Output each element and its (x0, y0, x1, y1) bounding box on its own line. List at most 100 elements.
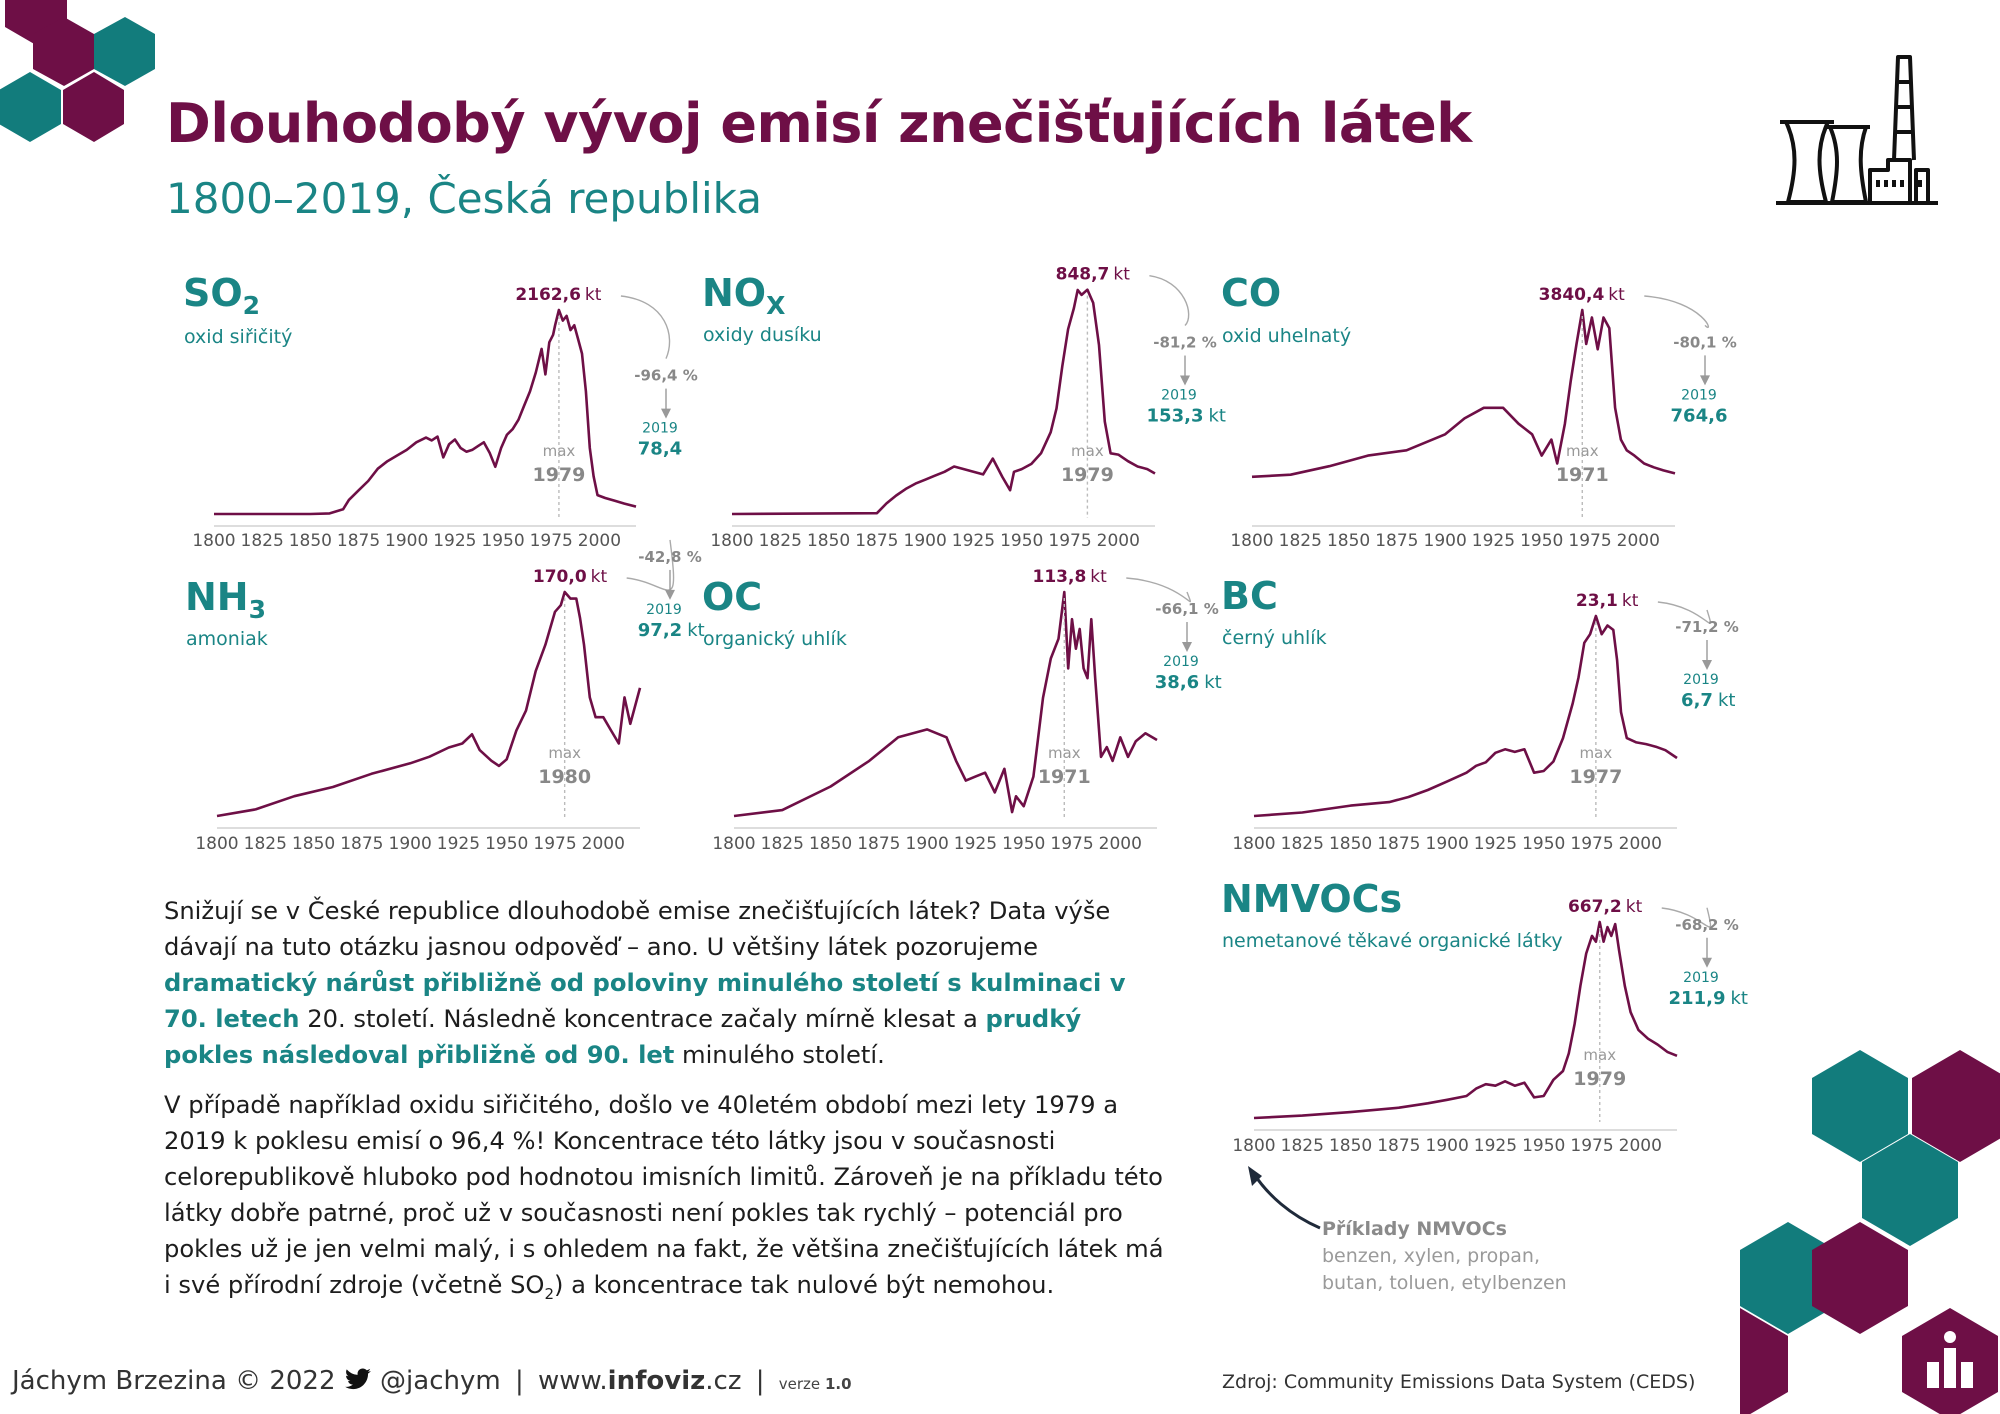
series-line (1253, 920, 1678, 1120)
end-unit-label: kt (687, 620, 704, 641)
chart-subtitle: nemetanové těkavé organické látky (1222, 930, 1563, 952)
page-subtitle: 1800–2019, Česká republika (166, 174, 762, 223)
chart-subtitle: černý uhlík (1222, 627, 1327, 649)
version-label: verze 1.0 (778, 1375, 852, 1393)
x-tick-label: 1800 (192, 531, 235, 551)
peak-year-label: 1971 (1556, 464, 1609, 486)
x-tick-label: 1900 (906, 834, 949, 854)
chart-title-subscript: X (766, 291, 785, 320)
end-year-label: 2019 (1161, 388, 1197, 404)
change-percent-label: -96,4 % (634, 367, 698, 385)
peak-value-label: 2162,6 (515, 285, 581, 305)
end-value-label: 153,3 (1147, 406, 1204, 427)
peak-unit-label: kt (1608, 285, 1625, 305)
series-line (731, 288, 1156, 516)
curved-arrow-head (1248, 1166, 1262, 1186)
change-percent-label: -80,1 % (1673, 333, 1737, 351)
change-arrow-head (665, 589, 675, 600)
nmvoc-examples-note: Příklady NMVOCs benzen, xylen, propan, b… (1322, 1216, 1567, 1297)
peak-year-label: 1971 (1038, 766, 1091, 788)
peak-year-label: 1980 (538, 766, 591, 788)
x-tick-label: 1825 (1279, 531, 1322, 551)
end-year-label: 2019 (1683, 672, 1719, 688)
x-tick-label: 1900 (1426, 834, 1469, 854)
max-label: max (543, 442, 576, 460)
x-tick-label: 1825 (1281, 1136, 1324, 1156)
callout-arc (1126, 577, 1191, 603)
chart-subtitle: oxid uhelnatý (1222, 325, 1351, 347)
end-year-label: 2019 (642, 421, 678, 437)
callout-arc (1644, 295, 1709, 328)
paragraph-intro: Snižují se v České republice dlouhodobě … (164, 897, 1126, 1069)
peak-unit-label: kt (1626, 897, 1643, 917)
x-tick-label: 1975 (1570, 834, 1613, 854)
chart-title: OC (702, 575, 762, 619)
x-tick-label: 2000 (1097, 531, 1140, 551)
end-year-label: 2019 (1683, 970, 1719, 986)
footer-credit: Jáchym Brzezina © 2022 @jachym | www.inf… (12, 1366, 852, 1396)
chart-subtitle: organický uhlík (703, 628, 847, 650)
paragraph-so2-example: V případě například oxidu siřičitého, do… (164, 1091, 1164, 1303)
end-value-label: 6,7 (1681, 690, 1713, 711)
bar-chart-icon (1927, 1331, 1973, 1388)
change-arrow-head (1700, 375, 1710, 386)
callout-arc (620, 295, 671, 359)
chart-title: NMVOCs (1221, 877, 1402, 921)
change-arrow-head (1182, 642, 1192, 653)
change-percent-label: -66,1 % (1155, 600, 1219, 618)
peak-unit-label: kt (591, 567, 608, 587)
max-label: max (548, 744, 581, 762)
change-percent-label: -81,2 % (1153, 334, 1217, 352)
x-tick-label: 1800 (710, 531, 753, 551)
twitter-handle[interactable]: @jachym (380, 1366, 501, 1396)
nmvoc-examples-heading: Příklady NMVOCs (1322, 1218, 1507, 1240)
peak-value-label: 113,8 (1033, 567, 1087, 587)
x-tick-label: 1950 (1002, 834, 1045, 854)
x-tick-label: 1925 (954, 834, 997, 854)
x-tick-label: 1800 (712, 834, 755, 854)
x-tick-label: 1950 (481, 531, 524, 551)
x-tick-label: 1950 (1522, 834, 1565, 854)
peak-year-label: 1979 (1573, 1068, 1626, 1090)
max-label: max (1583, 1046, 1616, 1064)
callout-arc (1661, 907, 1712, 928)
x-tick-label: 1800 (1232, 834, 1275, 854)
description-text: Snižují se v České republice dlouhodobě … (164, 893, 1164, 1326)
x-tick-label: 1900 (1426, 1136, 1469, 1156)
x-tick-label: 1800 (1230, 531, 1273, 551)
x-tick-label: 1925 (433, 531, 476, 551)
end-year-label: 2019 (646, 602, 682, 618)
change-percent-label: -68,2 % (1675, 916, 1739, 934)
x-tick-label: 1950 (1520, 531, 1563, 551)
peak-value-label: 848,7 (1056, 265, 1110, 285)
website-link[interactable]: www.infoviz.cz (538, 1366, 742, 1396)
factory-cooling-towers-icon (1776, 55, 1938, 205)
peak-unit-label: kt (1113, 265, 1130, 285)
data-source: Zdroj: Community Emissions Data System (… (1222, 1371, 1696, 1393)
end-unit-label: kt (1208, 406, 1225, 427)
x-tick-label: 1975 (1050, 834, 1093, 854)
series-line (214, 308, 637, 516)
peak-unit-label: kt (1090, 567, 1107, 587)
series-line (1253, 614, 1678, 818)
end-value-label: 38,6 (1155, 672, 1199, 693)
x-tick-label: 1875 (857, 834, 900, 854)
curved-arrow-icon (1252, 1173, 1321, 1230)
x-tick-label: 1825 (761, 834, 804, 854)
hexagon-decoration-top-left (0, 0, 155, 142)
change-arrow-head (661, 408, 671, 419)
chart-subtitle: oxid siřičitý (184, 326, 292, 348)
x-tick-label: 1875 (1377, 834, 1420, 854)
chart-title-subscript: 3 (249, 595, 266, 624)
change-percent-label: -42,8 % (638, 548, 702, 566)
chart-title: NH3 (185, 575, 266, 624)
x-tick-label: 1825 (241, 531, 284, 551)
change-arrow-head (1702, 957, 1712, 968)
x-tick-label: 2000 (1099, 834, 1142, 854)
peak-value-label: 170,0 (533, 567, 587, 587)
end-year-label: 2019 (1163, 654, 1199, 670)
end-value-label: 78,4 (638, 439, 682, 460)
